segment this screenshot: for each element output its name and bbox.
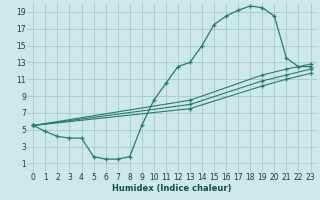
X-axis label: Humidex (Indice chaleur): Humidex (Indice chaleur) <box>112 184 232 193</box>
